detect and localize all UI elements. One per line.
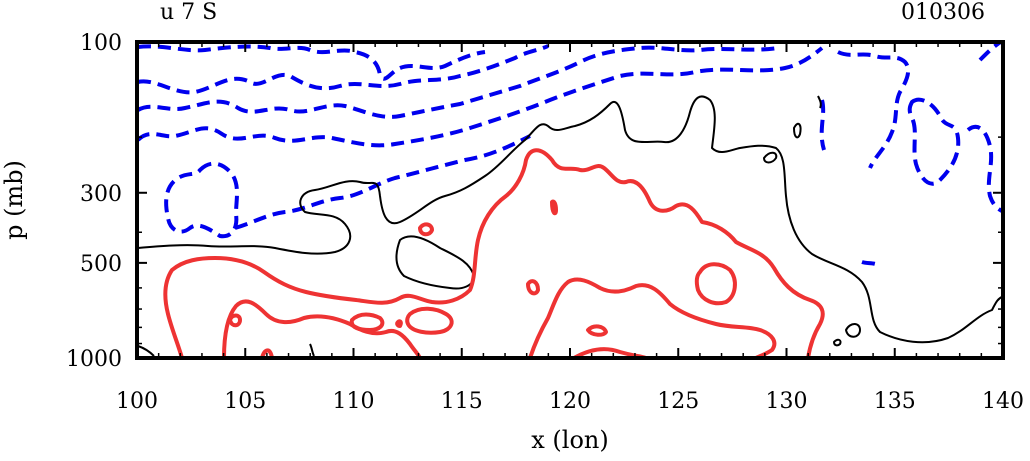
positive-contour-line [222, 299, 422, 358]
positive-contour-line [163, 148, 825, 358]
y-axis: 100 300 500 1000 [66, 31, 1003, 372]
chart-title-left: u 7 S [160, 0, 217, 25]
plot-frame [135, 40, 1005, 360]
zero-contour-line [845, 323, 861, 338]
negative-contour-line [837, 50, 911, 169]
x-tick-label: 115 [441, 389, 483, 414]
zero-contour-line [793, 122, 802, 139]
x-tick-label: 135 [874, 389, 916, 414]
zero-contour-line [137, 345, 155, 357]
positive-contour-line [526, 279, 540, 296]
x-tick-label: 110 [333, 389, 375, 414]
negative-contour-line [137, 44, 486, 81]
x-tick-label: 100 [116, 389, 158, 414]
zero-contour-line [395, 235, 475, 290]
negative-contour-line [907, 97, 961, 186]
positive-contours [163, 148, 825, 358]
positive-contour-line [405, 306, 454, 335]
chart-title-right: 010306 [901, 0, 985, 25]
x-tick-label: 140 [982, 389, 1024, 414]
y-axis-label: p (mb) [0, 160, 28, 240]
negative-contour-line [137, 44, 549, 95]
positive-contour-line [694, 262, 737, 306]
negative-contour-line [164, 161, 239, 239]
y-tick-label: 100 [80, 31, 122, 56]
negative-contour-line [819, 99, 826, 151]
x-axis: 100 105 110 115 120 125 130 135 140 [116, 42, 1024, 414]
y-tick-label: 500 [80, 252, 122, 277]
y-tick-label: 300 [80, 182, 122, 207]
x-tick-label: 125 [657, 389, 699, 414]
negative-contour-line [234, 134, 531, 230]
x-tick-label: 105 [224, 389, 266, 414]
positive-contour-line [349, 312, 385, 332]
zero-contour-line [763, 151, 778, 164]
x-tick-label: 130 [766, 389, 808, 414]
negative-contours [137, 42, 1003, 268]
y-tick-label: 1000 [66, 347, 122, 372]
positive-contour-line [586, 324, 608, 337]
x-axis-label: x (lon) [531, 426, 608, 454]
negative-contour-line [978, 42, 1003, 62]
positive-contour-line [418, 222, 434, 237]
x-tick-label: 120 [549, 389, 591, 414]
positive-contour-line [228, 313, 242, 328]
zero-contour-line [309, 343, 315, 357]
negative-contour-line [137, 46, 824, 148]
positive-contour-line [550, 199, 558, 216]
contour-field [137, 42, 1003, 358]
zero-contour-line [137, 95, 1003, 344]
positive-contour-line [528, 277, 777, 358]
positive-contour-line [395, 319, 403, 328]
negative-contour-line [861, 260, 882, 268]
negative-contour-line [137, 45, 779, 119]
zero-contour-line [833, 338, 842, 347]
zero-contours [137, 95, 1003, 357]
negative-contour-line [966, 124, 1003, 214]
zero-contour-line [817, 95, 822, 109]
